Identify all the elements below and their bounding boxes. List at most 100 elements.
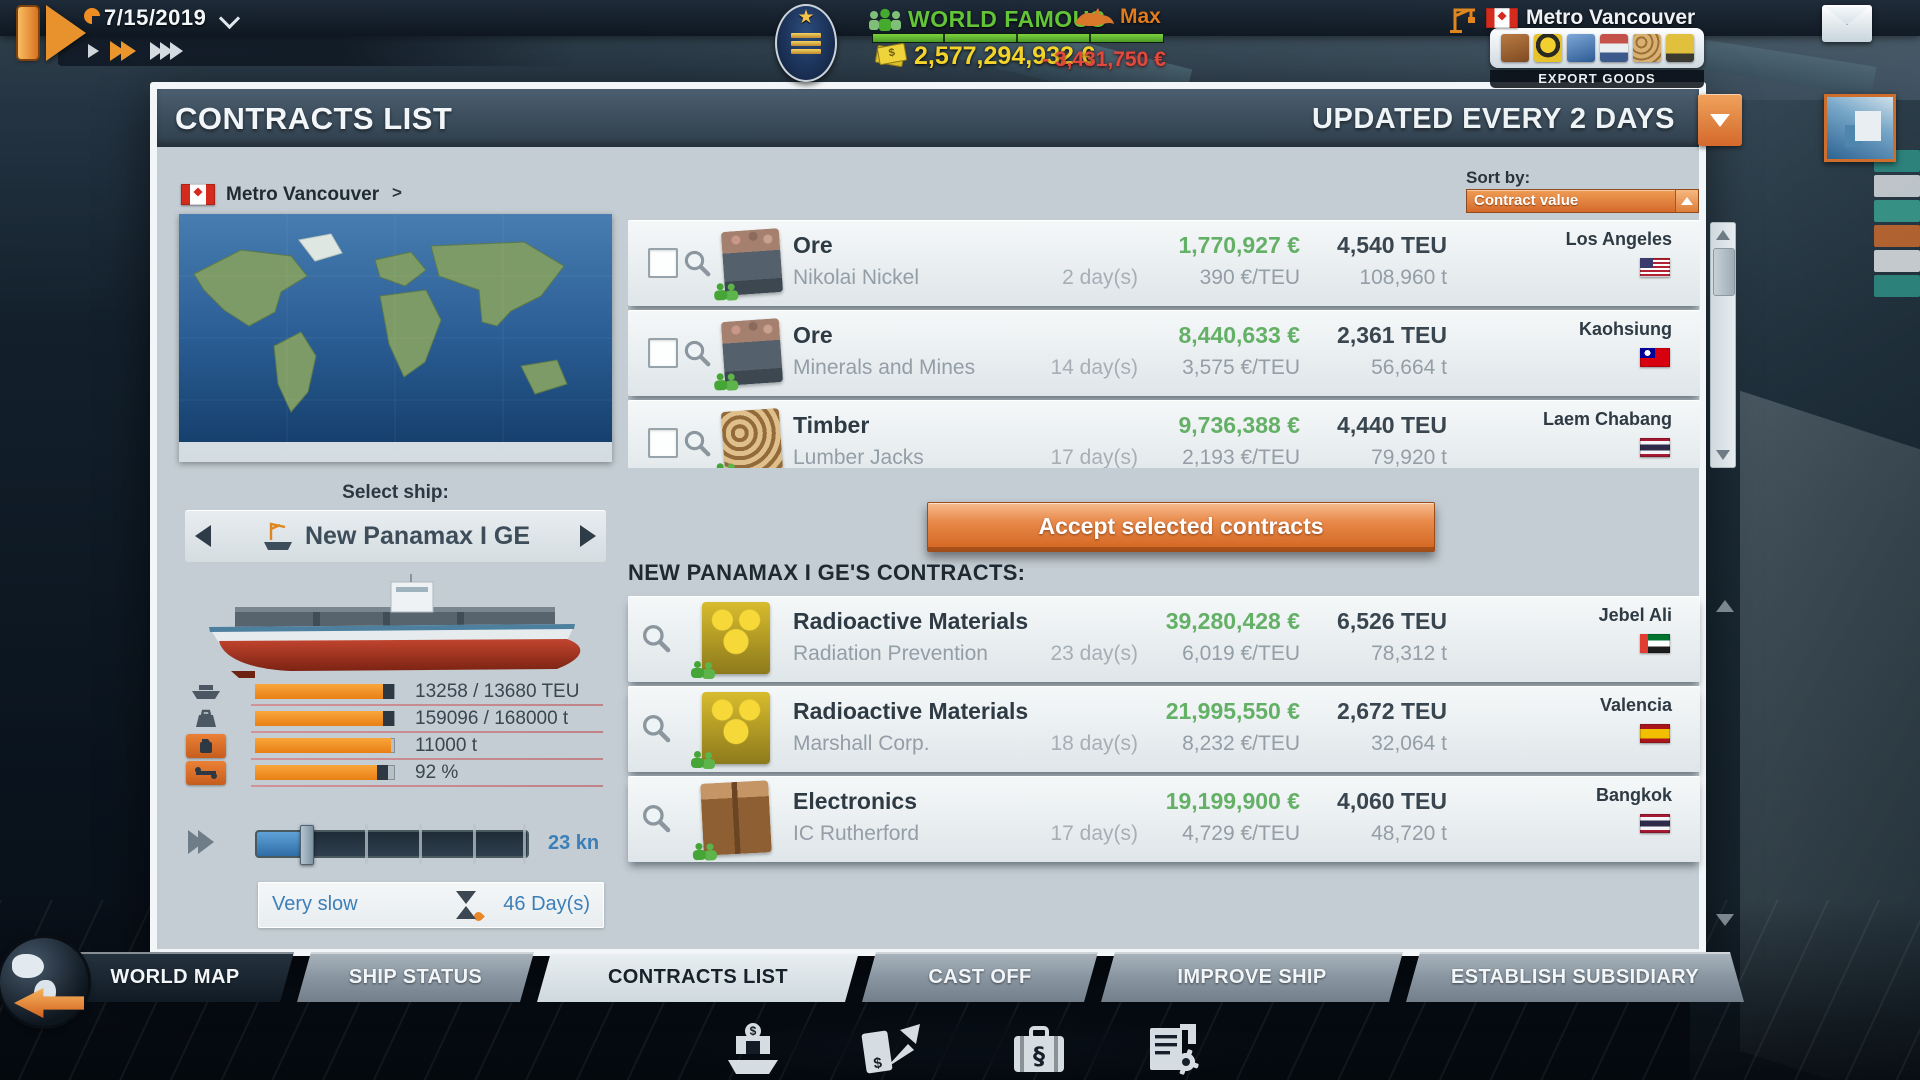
contract-goods: Radioactive Materials xyxy=(793,698,1029,724)
contract-weight: 56,664 t xyxy=(1371,356,1447,379)
pause-play-button[interactable] xyxy=(16,5,90,63)
contract-checkbox[interactable] xyxy=(648,428,678,458)
speed-slider[interactable] xyxy=(255,824,529,865)
cargo-icon xyxy=(720,228,784,296)
svg-text:$: $ xyxy=(872,1054,883,1072)
radioactive-goods-icon xyxy=(1533,34,1562,62)
rank-stripe xyxy=(791,33,821,38)
tab-cast-off[interactable]: CAST OFF xyxy=(862,952,1098,1002)
speed-mode-label: Very slow xyxy=(272,893,358,915)
contract-weight: 48,720 t xyxy=(1371,822,1447,845)
contract-weight: 79,920 t xyxy=(1371,446,1447,468)
ship-contract-row[interactable]: Radioactive Materials Marshall Corp. 18 … xyxy=(628,686,1700,772)
contract-teu: 2,361 TEU xyxy=(1337,322,1447,348)
stat-row-fuel: 11000 t xyxy=(180,734,625,760)
destination-flag xyxy=(1640,634,1670,653)
svg-text:$: $ xyxy=(750,1024,757,1038)
scrollbar-thumb[interactable] xyxy=(1713,248,1735,296)
tab-improve-ship[interactable]: IMPROVE SHIP xyxy=(1101,952,1403,1002)
contracts-panel: CONTRACTS LIST UPDATED EVERY 2 DAYS Metr… xyxy=(150,82,1742,956)
crew-badge-icon xyxy=(691,842,718,861)
ship-contract-row[interactable]: Electronics IC Rutherford 17 day(s) 19,1… xyxy=(628,776,1700,862)
contract-client: Lumber Jacks xyxy=(793,446,924,468)
contracts-scrollbar[interactable] xyxy=(1710,222,1736,468)
accept-contracts-button[interactable]: Accept selected contracts xyxy=(927,502,1435,552)
difficulty-label: Max xyxy=(1120,5,1161,28)
speed-slider-handle[interactable] xyxy=(300,825,315,865)
contract-client: Marshall Corp. xyxy=(793,732,930,755)
market-prices-icon[interactable]: $ xyxy=(856,1020,926,1078)
contract-row[interactable]: Ore Minerals and Mines 14 day(s) 8,440,6… xyxy=(628,310,1700,396)
messages-envelope-icon[interactable] xyxy=(1822,5,1872,42)
fuel-canister-icon xyxy=(186,734,226,758)
ship-contract-row[interactable]: Radioactive Materials Radiation Preventi… xyxy=(628,596,1700,682)
magnifier-icon[interactable] xyxy=(640,802,672,834)
chevron-up-icon xyxy=(1681,197,1693,205)
magnifier-icon[interactable] xyxy=(640,622,672,654)
contract-teu: 6,526 TEU xyxy=(1337,608,1447,634)
pause-bar-icon xyxy=(18,7,38,59)
crew-badge-icon xyxy=(712,282,739,302)
play-icon[interactable] xyxy=(88,44,99,58)
contract-checkbox[interactable] xyxy=(648,338,678,368)
ship-list-scroll-down-icon[interactable] xyxy=(1716,914,1734,926)
contract-row[interactable]: Ore Nikolai Nickel 2 day(s) 1,770,927 € … xyxy=(628,220,1700,306)
capacity-ship-icon xyxy=(186,680,226,704)
magnifier-icon[interactable] xyxy=(640,712,672,744)
fastest-forward-icon[interactable] xyxy=(150,42,183,65)
tab-ship-status[interactable]: SHIP STATUS xyxy=(297,952,534,1002)
destination-flag xyxy=(1640,438,1670,457)
vehicle-goods-icon xyxy=(1665,34,1694,62)
stat-row-capacity: 13258 / 13680 TEU xyxy=(180,680,625,706)
fast-forward-icon[interactable] xyxy=(110,41,136,66)
magnifier-icon[interactable] xyxy=(682,428,712,458)
panel-header: CONTRACTS LIST UPDATED EVERY 2 DAYS xyxy=(157,89,1699,147)
contract-duration: 17 day(s) xyxy=(1050,446,1138,468)
export-goods-banner xyxy=(1490,28,1704,68)
port-camera-thumbnail[interactable] xyxy=(1824,94,1896,162)
crate-goods-icon xyxy=(1500,34,1529,62)
previous-ship-arrow-icon[interactable] xyxy=(195,525,211,547)
ship-list-scroll-up-icon[interactable] xyxy=(1716,600,1734,612)
scroll-down-icon[interactable] xyxy=(1716,450,1730,460)
magnifier-icon[interactable] xyxy=(682,338,712,368)
contract-teu: 2,672 TEU xyxy=(1337,698,1447,724)
sort-dropdown-value: Contract value xyxy=(1474,192,1579,209)
contract-value: 8,440,633 € xyxy=(1178,322,1300,348)
select-ship-label: Select ship: xyxy=(342,482,449,503)
cargo-icon xyxy=(720,318,784,386)
weight-value: 159096 / 168000 t xyxy=(415,708,569,729)
location-chevron[interactable]: > xyxy=(392,183,402,202)
scroll-up-icon[interactable] xyxy=(1716,230,1730,240)
time-controls-strip xyxy=(58,36,578,66)
next-ship-arrow-icon[interactable] xyxy=(580,525,596,547)
contract-teu: 4,060 TEU xyxy=(1337,788,1447,814)
contract-checkbox[interactable] xyxy=(648,248,678,278)
reports-settings-icon[interactable] xyxy=(1140,1022,1204,1078)
magnifier-icon[interactable] xyxy=(682,248,712,278)
current-port-name: Metro Vancouver xyxy=(1526,6,1696,29)
contract-goods: Ore xyxy=(793,322,833,348)
legal-briefcase-icon[interactable]: § xyxy=(1008,1024,1070,1078)
hourglass-icon xyxy=(456,891,485,923)
sort-dropdown[interactable]: Contract value xyxy=(1466,189,1699,213)
contract-row[interactable]: Timber Lumber Jacks 17 day(s) 9,736,388 … xyxy=(628,400,1700,468)
tab-establish-subsidiary[interactable]: ESTABLISH SUBSIDIARY xyxy=(1406,952,1744,1002)
contract-duration: 14 day(s) xyxy=(1050,356,1138,379)
globe-icon[interactable] xyxy=(0,938,88,1026)
container-goods-icon xyxy=(1599,34,1628,62)
harbor-finance-icon[interactable]: $ xyxy=(722,1022,784,1078)
world-map-preview[interactable] xyxy=(179,214,612,462)
contract-duration: 23 day(s) xyxy=(1050,642,1138,665)
contract-goods: Ore xyxy=(793,232,833,258)
tab-contracts-list[interactable]: CONTRACTS LIST xyxy=(537,952,859,1002)
tab-world-map[interactable]: WORLD MAP xyxy=(56,952,294,1002)
panel-collapse-button[interactable] xyxy=(1698,94,1742,146)
sort-direction-button[interactable] xyxy=(1675,190,1698,212)
reputation-progress-bar xyxy=(872,33,1164,43)
contract-weight: 32,064 t xyxy=(1371,732,1447,755)
contract-rate: 2,193 €/TEU xyxy=(1182,446,1300,468)
contract-client: Minerals and Mines xyxy=(793,356,976,379)
contract-value: 19,199,900 € xyxy=(1165,788,1300,814)
